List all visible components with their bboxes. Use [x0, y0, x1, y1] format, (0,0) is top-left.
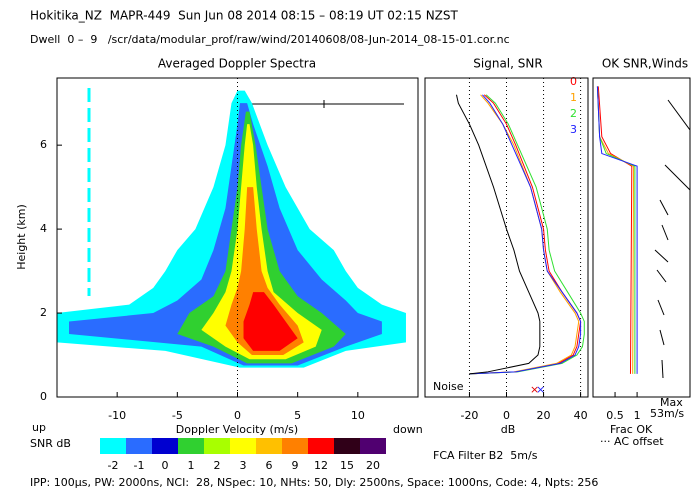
y-tick-label: 6	[40, 138, 47, 151]
series-line	[596, 86, 636, 374]
footer: IPP: 100μs, PW: 2000ns, NCI: 28, NSpec: …	[30, 476, 598, 489]
x-axis-label: Doppler Velocity (m/s)	[176, 423, 298, 436]
spectrum-band	[69, 103, 382, 366]
x-tick-label: 0.5	[606, 409, 624, 422]
legend-entry: 0	[570, 75, 577, 88]
max-label: Max	[660, 396, 683, 409]
x-tick-label: -20	[460, 409, 478, 422]
colorbar-swatch	[152, 438, 178, 454]
panel-title: OK SNR,Winds	[602, 57, 688, 71]
x-tick-label: -10	[108, 409, 126, 422]
colorbar-label: -2	[108, 459, 119, 472]
x-tick-label: 0	[234, 409, 241, 422]
colorbar-swatch	[282, 438, 308, 454]
y-tick-label: 4	[40, 222, 47, 235]
colorbar-label: 3	[240, 459, 247, 472]
plot-frame	[424, 77, 589, 398]
wind-barbs	[654, 99, 691, 379]
x-tick-label: 40	[574, 409, 588, 422]
x-tick-label: -5	[172, 409, 183, 422]
colorbar-swatch	[204, 438, 230, 454]
colorbar-swatch	[360, 438, 386, 454]
cross: ×	[536, 383, 545, 396]
colorbar-swatch	[126, 438, 152, 454]
series-line	[469, 94, 582, 375]
series-line	[596, 86, 635, 374]
filter-note: FCA Filter B2 5m/s	[433, 449, 538, 462]
x-tick-label: 1	[634, 409, 641, 422]
colorbar-label: 20	[366, 459, 380, 472]
colorbar-label: 1	[188, 459, 195, 472]
plot-frame	[592, 77, 691, 398]
cross: ×	[530, 383, 539, 396]
colorbar-swatch	[178, 438, 204, 454]
colorbar-swatch	[100, 438, 126, 454]
plot-frame	[56, 77, 419, 398]
spectrum-band	[201, 124, 322, 360]
x-axis-label: dB	[501, 423, 516, 436]
max-value: 53m/s	[650, 407, 684, 420]
down-label: down	[393, 423, 423, 436]
x-axis-label: Frac OK	[610, 423, 653, 436]
colorbar-label: SNR dB	[30, 437, 71, 450]
panel-title: Averaged Doppler Spectra	[158, 57, 316, 71]
colorbar-label: 12	[314, 459, 328, 472]
colorbar-swatch	[256, 438, 282, 454]
colorbar-label: 6	[266, 459, 273, 472]
up-label: up	[32, 421, 46, 434]
colorbar-label: 15	[340, 459, 354, 472]
series-line	[597, 86, 633, 374]
colorbar-swatch	[334, 438, 360, 454]
series-line	[469, 94, 585, 375]
y-tick-label: 2	[40, 306, 47, 319]
note: ··· AC offset	[600, 435, 664, 448]
y-axis-label: Height (km)	[15, 204, 28, 270]
colorbar-swatch	[230, 438, 256, 454]
colorbar-label: 9	[292, 459, 299, 472]
series-line	[596, 86, 638, 374]
spectrum-band	[225, 187, 304, 356]
x-tick-label: 0	[503, 409, 510, 422]
noise-label: Noise	[433, 380, 464, 393]
legend-entry: 1	[570, 91, 577, 104]
spectrum-band	[243, 292, 298, 351]
colorbar-swatch	[308, 438, 334, 454]
series-line	[456, 94, 541, 375]
title: Hokitika_NZ MAPR-449 Sun Jun 08 2014 08:…	[30, 9, 459, 23]
series-line	[469, 94, 580, 375]
colorbar-label: -1	[134, 459, 145, 472]
panel-title: Signal, SNR	[473, 57, 542, 71]
legend-entry: 3	[570, 123, 577, 136]
y-tick-label: 0	[40, 390, 47, 403]
legend-entry: 2	[570, 107, 577, 120]
colorbar-label: 2	[214, 459, 221, 472]
x-tick-label: 20	[537, 409, 551, 422]
subtitle: Dwell 0 – 9 /scr/data/modular_prof/raw/w…	[30, 33, 510, 46]
x-tick-label: 5	[294, 409, 301, 422]
colorbar-label: 0	[162, 459, 169, 472]
x-tick-label: 10	[351, 409, 365, 422]
series-line	[469, 94, 582, 375]
